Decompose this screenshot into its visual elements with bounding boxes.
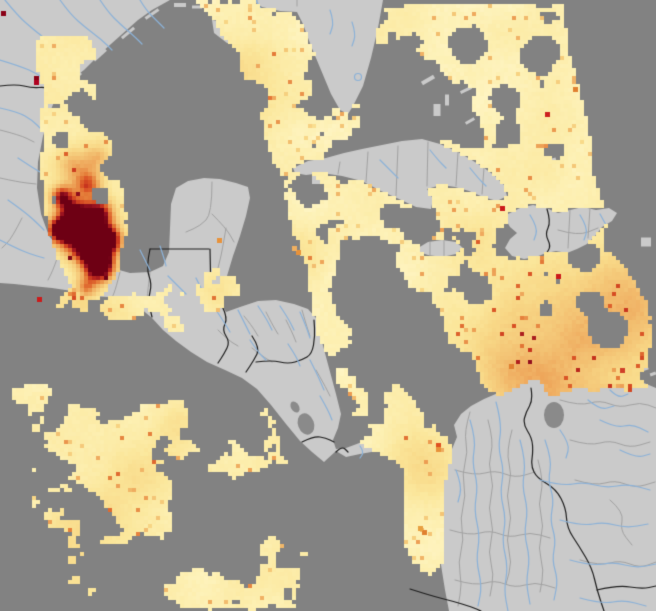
aerosol-data-map-canvas xyxy=(0,0,656,611)
satellite-aerosol-map xyxy=(0,0,656,611)
